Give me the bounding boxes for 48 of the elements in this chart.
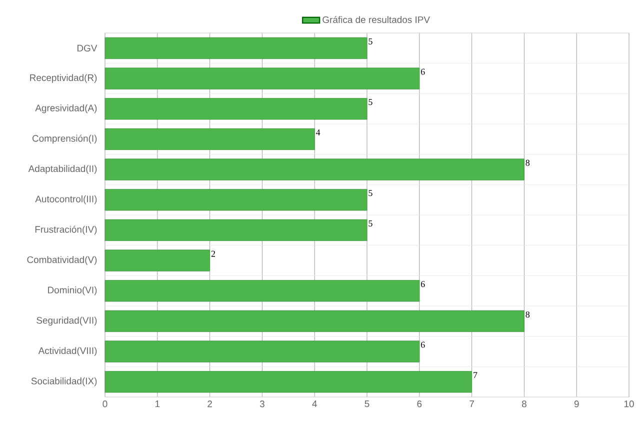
- data-label: 8: [526, 160, 530, 166]
- x-tick-label: 4: [312, 400, 317, 408]
- data-label: 2: [211, 250, 215, 257]
- bar: [104, 310, 524, 332]
- y-tick-label: Frustración(IV): [35, 226, 97, 235]
- x-tick-label: 8: [522, 400, 526, 408]
- x-tick-label: 1: [155, 400, 160, 408]
- y-tick-label: Comprensión(I): [32, 134, 97, 144]
- data-label: 5: [368, 38, 372, 44]
- y-tick-label: Actividad(VIII): [38, 347, 97, 356]
- y-tick-label: Receptividad(R): [30, 74, 97, 83]
- bar: [104, 340, 420, 362]
- data-label: 7: [474, 372, 478, 378]
- x-tick-label: 9: [574, 400, 579, 408]
- y-tick-label: DGV: [78, 44, 98, 52]
- x-tick-label: 5: [364, 400, 370, 408]
- y-tick-label: Sociabilidad(IX): [31, 377, 97, 386]
- bar: [104, 98, 368, 120]
- data-label: 5: [368, 190, 372, 196]
- x-tick-label: 10: [624, 400, 634, 408]
- bar: [104, 250, 210, 272]
- x-tick-label: 3: [260, 400, 264, 408]
- x-tick-label: 7: [470, 400, 474, 408]
- data-label: 4: [316, 129, 320, 136]
- bar: [104, 189, 368, 211]
- x-tick-label: 0: [102, 400, 108, 408]
- data-label: 5: [368, 220, 372, 226]
- y-tick-label: Autocontrol(III): [35, 195, 97, 204]
- x-tick-label: 2: [208, 400, 212, 408]
- y-tick-label: Dominio(VI): [48, 286, 97, 296]
- data-label: 6: [420, 342, 425, 348]
- data-label: 6: [420, 281, 425, 288]
- bar: [104, 371, 472, 393]
- data-label: 5: [368, 99, 372, 106]
- bar: [104, 280, 420, 302]
- data-label: 6: [420, 68, 425, 75]
- bar: [104, 68, 420, 90]
- bar: [104, 219, 368, 241]
- y-tick-label: Combatividad(V): [27, 256, 97, 265]
- x-tick-label: 6: [417, 400, 422, 408]
- bar: [104, 158, 524, 180]
- bar: [104, 128, 315, 150]
- bar: [104, 37, 368, 59]
- y-tick-label: Agresividad(A): [35, 104, 97, 114]
- y-tick-label: Adaptabilidad(II): [28, 165, 97, 174]
- data-label: 8: [526, 311, 530, 318]
- legend-label: Gráfica de resultados IPV: [322, 16, 430, 24]
- y-tick-label: Seguridad(VII): [36, 316, 97, 326]
